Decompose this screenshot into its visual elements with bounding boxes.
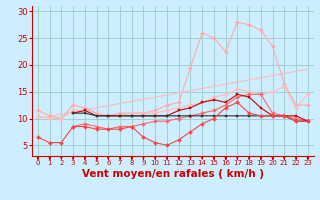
X-axis label: Vent moyen/en rafales ( km/h ): Vent moyen/en rafales ( km/h ) [82, 169, 264, 179]
